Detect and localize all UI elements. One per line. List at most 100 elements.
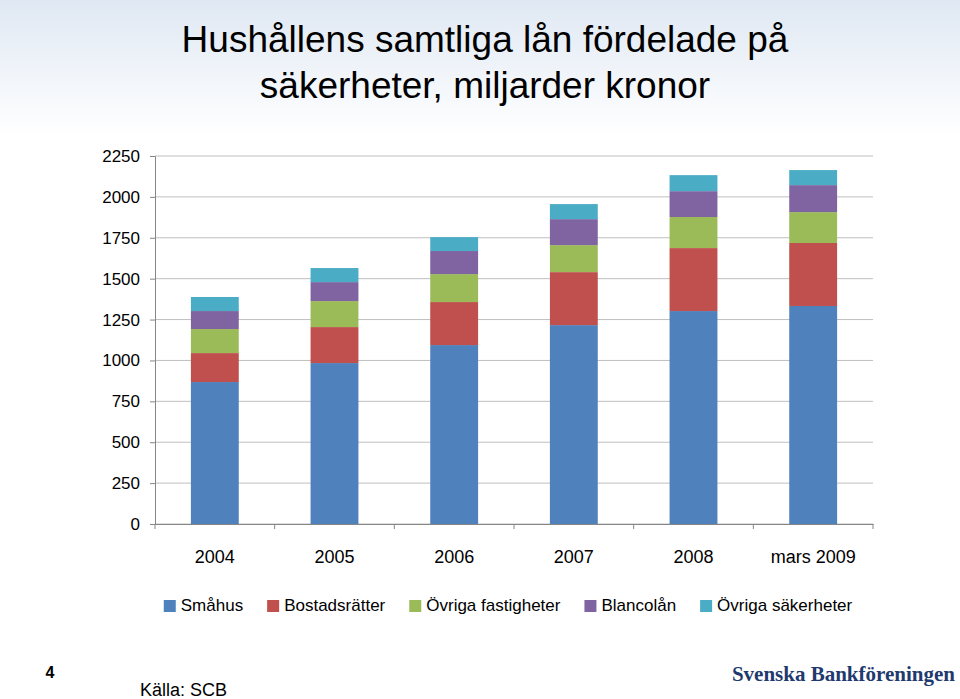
chart: Hushållens samtliga lån fördelade påsäke… xyxy=(0,0,960,699)
bar xyxy=(191,297,239,311)
bar xyxy=(789,243,837,306)
bar xyxy=(789,185,837,212)
bar xyxy=(789,170,837,185)
bar xyxy=(430,251,478,274)
tick-label: 750 xyxy=(112,392,140,411)
bar xyxy=(311,363,359,524)
bar xyxy=(550,325,598,524)
legend-item: Övriga fastigheter xyxy=(409,596,561,615)
separator xyxy=(514,524,515,529)
legend-swatch xyxy=(267,600,279,612)
tick-mark xyxy=(150,279,155,280)
bar xyxy=(311,301,359,327)
bar xyxy=(430,237,478,251)
separator xyxy=(873,524,874,529)
x-axis: 2004 2005 2006 2007 2008 mars 2009 xyxy=(155,524,874,567)
grid xyxy=(155,156,873,524)
tick-label: 2008 xyxy=(673,547,713,567)
tick-label: 1000 xyxy=(102,351,140,370)
tick-label: 1500 xyxy=(102,270,140,289)
legend-item: Blancolån xyxy=(584,596,676,615)
series xyxy=(191,212,837,353)
annotation: Källa: SCB xyxy=(140,680,227,699)
tick: 2004 xyxy=(195,524,235,567)
grid-line xyxy=(155,196,873,197)
grid-line xyxy=(155,401,873,402)
bar xyxy=(191,311,239,329)
tick-label: 2000 xyxy=(102,188,140,207)
separator xyxy=(394,524,395,529)
legend-item: Övriga säkerheter xyxy=(700,596,852,615)
separator xyxy=(753,524,754,529)
tick: 2000 xyxy=(102,188,155,207)
tick-label: mars 2009 xyxy=(771,547,856,567)
bar xyxy=(789,306,837,524)
bar xyxy=(430,345,478,524)
tick-mark xyxy=(150,238,155,239)
bar xyxy=(670,191,718,217)
bar xyxy=(670,217,718,248)
tick: 2007 xyxy=(554,524,594,567)
bar xyxy=(191,329,239,353)
grid-line xyxy=(155,483,873,484)
title: Hushållens samtliga lån fördelade påsäke… xyxy=(182,19,789,106)
legend-label: Småhus xyxy=(181,596,243,615)
separator xyxy=(155,524,156,529)
y-axis: 0 250 500 750 1000 1250 1500 1750 2000 2250 xyxy=(102,147,155,534)
bar xyxy=(670,248,718,311)
bar xyxy=(670,175,718,191)
legend-item: Småhus xyxy=(164,596,243,615)
tick: 2250 xyxy=(102,147,155,166)
grid-line xyxy=(155,442,873,443)
legend-swatch xyxy=(700,600,712,612)
legend: Småhus Bostadsrätter Övriga fastigheter Bla… xyxy=(164,596,853,615)
category-separators xyxy=(155,524,873,529)
tick: 2008 xyxy=(673,524,713,567)
tick-mark xyxy=(150,401,155,402)
bar xyxy=(550,204,598,219)
tick-label: 1250 xyxy=(102,310,140,329)
tick-label: 2004 xyxy=(195,547,235,567)
legend-label: Bostadsrätter xyxy=(284,596,385,615)
separator xyxy=(274,524,275,529)
tick-label: 250 xyxy=(112,474,140,493)
series xyxy=(191,306,837,524)
tick: 1500 xyxy=(102,270,155,289)
tick-label: 500 xyxy=(112,433,140,452)
tick-label: 2006 xyxy=(434,547,474,567)
tick-label: 1750 xyxy=(102,229,140,248)
tick-label: 0 xyxy=(131,515,140,534)
axis-line xyxy=(150,157,156,525)
tick-mark xyxy=(150,320,155,321)
bar xyxy=(191,353,239,382)
legend-swatch xyxy=(164,600,176,612)
tick: 1750 xyxy=(102,229,155,248)
tick-mark xyxy=(150,156,155,157)
tick: 500 xyxy=(112,433,155,452)
tick-label: 2005 xyxy=(314,547,354,567)
bar xyxy=(191,382,239,524)
grid-line xyxy=(155,237,873,238)
legend-label: Övriga fastigheter xyxy=(426,596,561,615)
tick-mark xyxy=(150,524,155,525)
tick-label: 2250 xyxy=(102,147,140,166)
tick-mark xyxy=(150,360,155,361)
background xyxy=(0,0,960,135)
grid-line xyxy=(155,360,873,361)
tick: mars 2009 xyxy=(771,524,856,567)
bar xyxy=(430,274,478,302)
bar xyxy=(789,212,837,243)
legend-label: Blancolån xyxy=(601,596,676,615)
bar xyxy=(550,219,598,245)
tick: 250 xyxy=(112,474,155,493)
grid-line xyxy=(155,278,873,279)
legend-swatch xyxy=(584,600,596,612)
bar xyxy=(550,272,598,325)
tick: 1250 xyxy=(102,310,155,329)
bar xyxy=(550,245,598,272)
series xyxy=(191,243,837,382)
tick-mark xyxy=(150,197,155,198)
tick-label: 2007 xyxy=(554,547,594,567)
legend-label: Övriga säkerheter xyxy=(717,596,852,615)
grid-line xyxy=(155,156,873,157)
